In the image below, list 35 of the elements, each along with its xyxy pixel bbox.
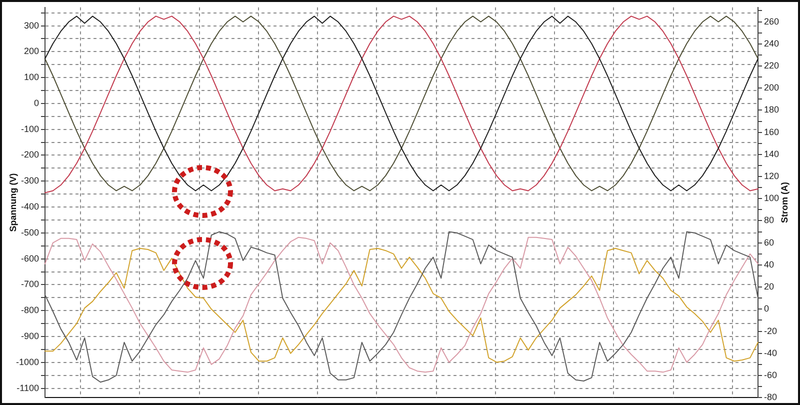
y-tick-label: -800 <box>20 305 39 316</box>
y2-tick-label: 60 <box>764 237 774 248</box>
y2-tick-label: 80 <box>764 215 774 226</box>
y2-tick-label: 180 <box>764 104 780 115</box>
y2-tick-label: 160 <box>764 126 780 137</box>
y-tick-label: -400 <box>20 202 39 212</box>
y-tick-label: -1000 <box>16 356 39 367</box>
y-axis-title: Spannung (V) <box>8 173 18 232</box>
y2-tick-label: 40 <box>764 259 774 270</box>
y-tick-label: 300 <box>24 20 39 30</box>
y-tick-label: 200 <box>24 46 39 56</box>
y2-tick-label: 140 <box>764 148 780 159</box>
y-tick-label: 100 <box>24 72 39 82</box>
y2-tick-label: 220 <box>764 60 780 70</box>
y-tick-label: -700 <box>20 279 39 290</box>
y2-tick-label: 200 <box>764 82 780 93</box>
y2-tick-label: 20 <box>764 282 774 292</box>
y-tick-label: -100 <box>20 124 39 134</box>
y2-tick-label: -20 <box>764 326 778 336</box>
y-tick-label: 0 <box>34 98 39 108</box>
y-tick-label: -600 <box>20 253 39 264</box>
y2-tick-label: -60 <box>764 370 778 380</box>
y2-tick-label: 100 <box>764 193 780 204</box>
y2-tick-label: 120 <box>764 171 780 182</box>
y2-axis-title: Strom (A) <box>779 182 790 223</box>
y2-tick-label: -40 <box>764 348 778 358</box>
y-tick-label: -300 <box>20 176 39 186</box>
y-tick-label: -1100 <box>16 382 39 393</box>
y2-tick-label: 0 <box>764 304 770 314</box>
y-tick-label: -900 <box>20 330 39 341</box>
y2-tick-label: 240 <box>764 38 780 48</box>
y-tick-label: -200 <box>20 150 39 160</box>
y-tick-label: -500 <box>20 227 39 238</box>
y2-tick-label: 260 <box>764 16 780 26</box>
y2-tick-label: -80 <box>764 392 778 402</box>
